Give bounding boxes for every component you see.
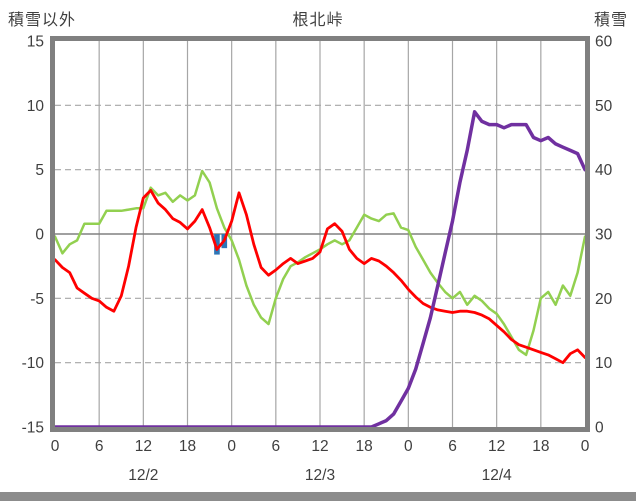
x-axis-tick-label: 18 — [532, 438, 549, 455]
series-red-line — [53, 188, 587, 365]
right-axis-tick-label: 50 — [595, 98, 613, 115]
x-axis-tick-label: 6 — [272, 438, 281, 455]
bottom-bar — [0, 492, 636, 501]
right-axis-tick-label: 10 — [595, 355, 613, 372]
left-axis-tick-label: -10 — [22, 355, 45, 372]
x-axis-date-label: 12/4 — [482, 467, 513, 484]
x-axis-tick-label: 12 — [488, 438, 505, 455]
plot-border — [50, 36, 590, 432]
x-axis-date-label: 12/2 — [128, 467, 158, 484]
left-axis-tick-label: 0 — [35, 227, 44, 244]
x-axis-tick-label: 0 — [404, 438, 413, 455]
right-axis-tick-label: 40 — [595, 162, 613, 179]
chart-title: 根北峠 — [292, 12, 344, 29]
right-axis-title: 積雪 — [593, 12, 628, 29]
x-axis-tick-label: 0 — [227, 438, 236, 455]
right-axis-tick-label: 60 — [595, 34, 613, 51]
x-axis-date-label: 12/3 — [305, 467, 335, 484]
x-axis-tick-label: 18 — [179, 438, 196, 455]
x-axis-tick-label: 12 — [135, 438, 152, 455]
right-axis-tick-label: 20 — [595, 291, 613, 308]
left-axis-tick-label: 15 — [27, 34, 44, 51]
x-axis-tick-label: 12 — [311, 438, 328, 455]
x-axis-tick-label: 18 — [356, 438, 373, 455]
left-axis-title: 積雪以外 — [8, 12, 77, 29]
blue-bars — [214, 234, 220, 255]
x-axis-tick-label: 0 — [51, 438, 60, 455]
x-axis-tick-label: 6 — [95, 438, 104, 455]
left-axis-tick-label: -5 — [30, 291, 44, 308]
right-axis-tick-label: 0 — [595, 420, 604, 437]
left-axis-tick-label: 10 — [27, 98, 45, 115]
x-axis-tick-label: 6 — [448, 438, 457, 455]
x-axis-tick-label: 0 — [581, 438, 590, 455]
left-axis-tick-label: 5 — [35, 162, 44, 179]
left-axis-tick-label: -15 — [22, 420, 44, 437]
right-axis-tick-label: 30 — [595, 227, 613, 244]
